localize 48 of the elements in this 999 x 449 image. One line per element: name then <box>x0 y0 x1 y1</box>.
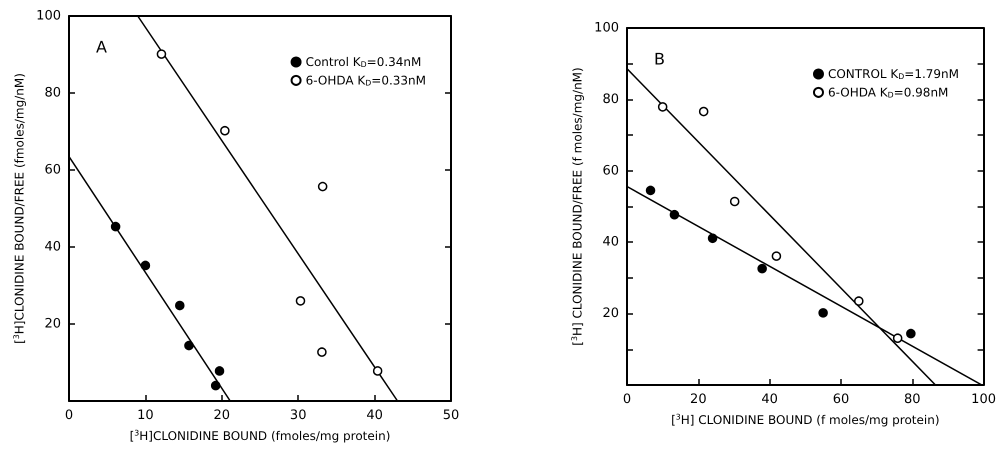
y-tick-label: 20 <box>602 306 619 322</box>
point <box>906 328 916 338</box>
point <box>670 210 680 220</box>
y-tick-label: 40 <box>44 240 61 254</box>
x-tick-label: 40 <box>761 392 778 407</box>
y-tick-label: 80 <box>44 86 61 100</box>
x-tick-label: 0 <box>64 408 74 423</box>
point <box>892 333 902 343</box>
point <box>296 296 306 306</box>
point <box>757 264 767 274</box>
point <box>772 251 782 261</box>
y-tick-label: 100 <box>594 20 619 36</box>
point <box>698 106 708 116</box>
point <box>214 366 224 376</box>
point <box>140 260 150 270</box>
y-tick-label: 60 <box>602 163 619 178</box>
x-tick-label: 40 <box>366 408 383 423</box>
x-tick-label: 50 <box>442 408 460 423</box>
y-tick-label: 60 <box>44 162 61 178</box>
y-tick-label: 100 <box>36 8 61 24</box>
point <box>658 102 668 112</box>
x-tick-label: 80 <box>904 392 921 407</box>
point <box>156 49 166 59</box>
point <box>730 196 740 206</box>
point <box>184 340 194 350</box>
point <box>318 182 328 192</box>
y-tick-label: 20 <box>44 316 61 332</box>
point <box>372 366 382 376</box>
y-tick-label: 80 <box>602 92 619 107</box>
point <box>317 347 327 357</box>
text: B <box>654 50 665 68</box>
text: A <box>96 38 107 56</box>
x-tick-label: 100 <box>971 392 996 407</box>
x-tick-label: 0 <box>622 392 632 407</box>
x-tick-label: 30 <box>290 408 306 423</box>
x-tick-label: 20 <box>690 392 707 407</box>
point <box>175 300 185 310</box>
y-tick-label: 40 <box>602 234 619 250</box>
point <box>818 308 828 318</box>
point <box>220 126 230 136</box>
x-tick-label: 20 <box>214 408 230 423</box>
x-tick-label: 60 <box>832 392 850 407</box>
point <box>854 296 864 306</box>
x-tick-label: 10 <box>137 408 154 423</box>
point <box>708 234 718 244</box>
point <box>110 222 120 232</box>
point <box>210 380 220 390</box>
point <box>646 186 656 196</box>
